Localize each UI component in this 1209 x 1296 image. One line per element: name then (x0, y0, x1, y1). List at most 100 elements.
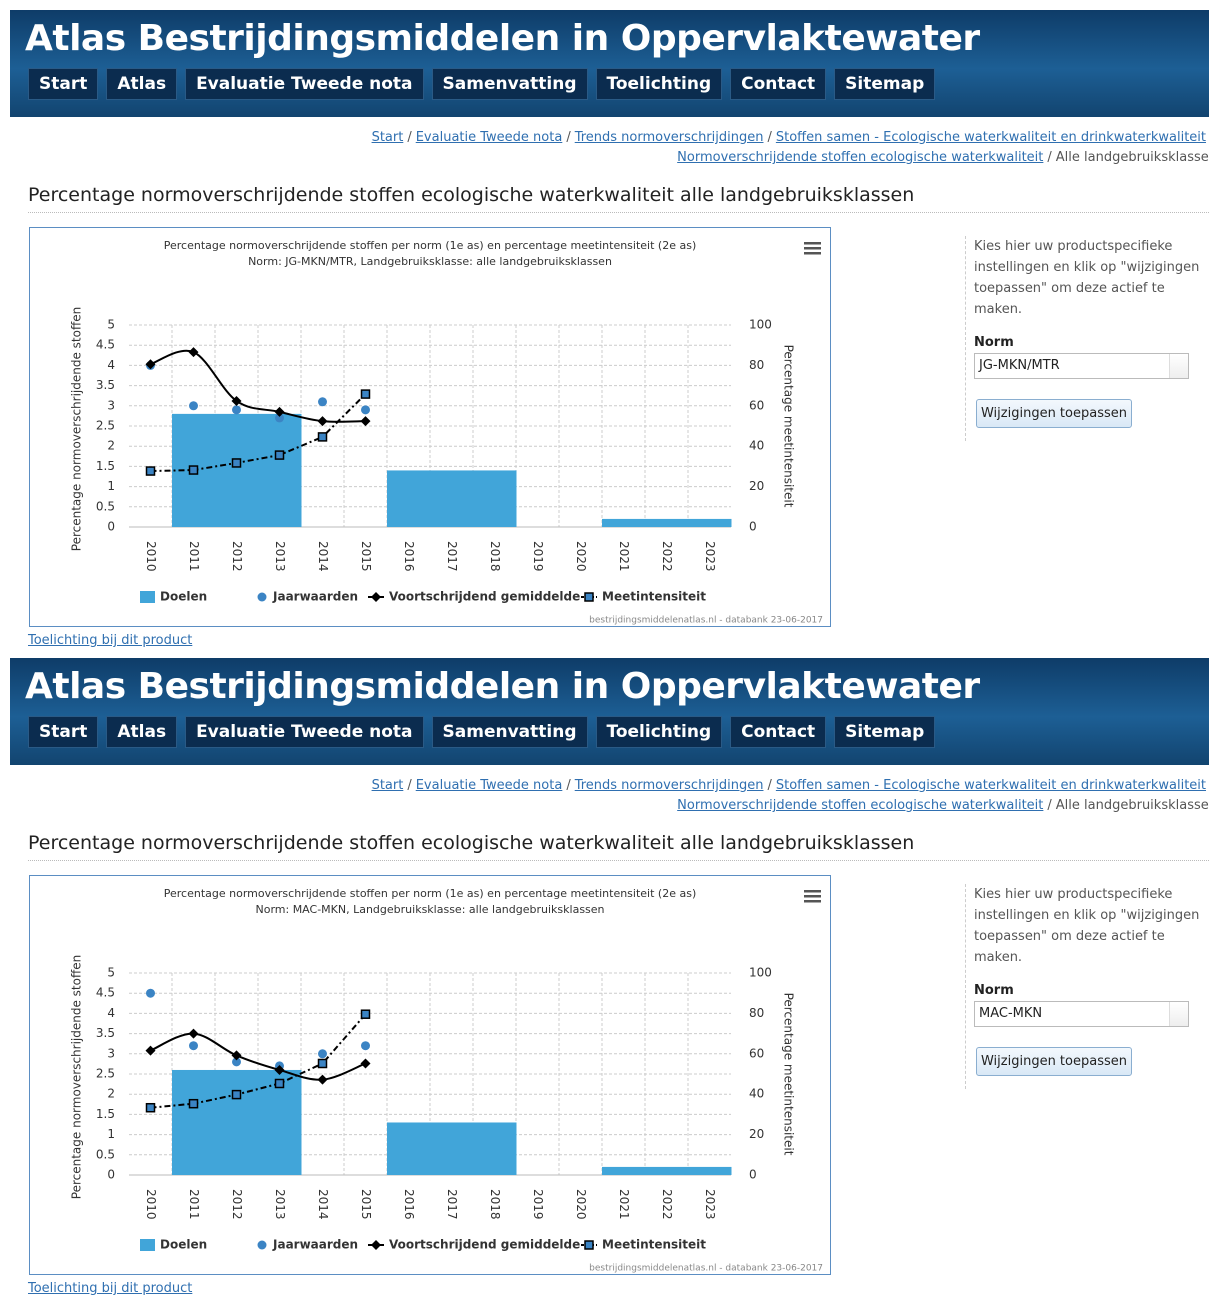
nav-item[interactable]: Sitemap (834, 68, 936, 100)
nav-item[interactable]: Sitemap (834, 716, 936, 748)
square-marker (231, 1089, 242, 1100)
y-tick-label: 2.5 (96, 1067, 115, 1081)
menu-bar (804, 242, 821, 245)
breadcrumb-line: Normoverschrijdende stoffen ecologische … (677, 150, 1209, 165)
apply-button[interactable]: Wijzigingen toepassen (976, 399, 1132, 428)
page-heading: Percentage normoverschrijdende stoffen e… (28, 184, 1209, 213)
diamond-marker (274, 1064, 285, 1075)
breadcrumb-link[interactable]: Evaluatie Tweede nota (415, 130, 563, 145)
legend-item[interactable]: Jaarwaarden (257, 590, 359, 604)
y-axis-title: Percentage normoverschrijdende stoffen (70, 307, 84, 551)
x-tick-label: 2010 (144, 541, 158, 572)
breadcrumb-link[interactable]: Normoverschrijdende stoffen ecologische … (677, 150, 1044, 165)
breadcrumb-line: Normoverschrijdende stoffen ecologische … (677, 798, 1209, 813)
y-tick-label: 5 (107, 966, 115, 980)
nav-item[interactable]: Contact (730, 68, 827, 100)
x-tick-label: 2019 (531, 541, 545, 572)
y-tick-label: 4 (107, 358, 115, 372)
breadcrumb-separator: / (767, 778, 772, 793)
legend-item[interactable]: Voortschrijdend gemiddelde (368, 590, 580, 604)
y-axis-title: Percentage normoverschrijdende stoffen (70, 955, 84, 1199)
legend-item[interactable]: Voortschrijdend gemiddelde (368, 1238, 580, 1252)
breadcrumb-current: Alle landgebruiksklassen (1055, 798, 1209, 813)
nav-item[interactable]: Evaluatie Tweede nota (185, 68, 424, 100)
bar (688, 1166, 732, 1175)
legend-label: Doelen (160, 1238, 207, 1252)
chart-menu-button[interactable] (804, 890, 821, 903)
y-tick-label: 0.5 (96, 499, 115, 513)
bar (602, 518, 646, 527)
y-tick-label: 1.5 (96, 1107, 115, 1121)
site-header: Atlas Bestrijdingsmiddelen in Oppervlakt… (10, 10, 1209, 117)
square-marker (317, 1058, 328, 1069)
x-tick-label: 2011 (187, 1189, 201, 1220)
nav-item[interactable]: Start (28, 716, 99, 748)
bar (430, 1122, 474, 1175)
x-tick-label: 2021 (617, 1189, 631, 1220)
breadcrumb-separator: / (1047, 150, 1052, 165)
bar (602, 1166, 646, 1175)
breadcrumb-separator: / (566, 778, 571, 793)
breadcrumb-link[interactable]: Evaluatie Tweede nota (415, 778, 563, 793)
nav-item[interactable]: Samenvatting (431, 68, 588, 100)
nav-item[interactable]: Toelichting (595, 68, 723, 100)
nav-bar: Start Atlas Evaluatie Tweede nota Samenvatt… (28, 68, 936, 100)
legend-item[interactable]: Doelen (140, 1238, 207, 1252)
diamond-marker (231, 395, 242, 406)
norm-select[interactable]: MAC-MKN (974, 1001, 1189, 1027)
bar (645, 518, 689, 527)
y-tick-label: 2 (107, 1087, 115, 1101)
nav-item[interactable]: Start (28, 68, 99, 100)
norm-select-value: MAC-MKN (979, 1006, 1043, 1021)
square-marker (188, 465, 199, 475)
y2-tick-label: 0 (749, 520, 757, 534)
norm-select[interactable]: JG-MKN/MTR (974, 353, 1189, 379)
legend-item[interactable]: Meetintensiteit (581, 1238, 706, 1252)
chart-menu-button[interactable] (804, 242, 821, 255)
nav-item[interactable]: Contact (730, 716, 827, 748)
site-title: Atlas Bestrijdingsmiddelen in Oppervlakt… (25, 18, 980, 59)
product-info-link[interactable]: Toelichting bij dit product (28, 1281, 193, 1296)
legend-item[interactable]: Doelen (140, 590, 207, 604)
y-tick-label: 0.5 (96, 1147, 115, 1161)
bar (172, 1069, 216, 1175)
breadcrumb-link[interactable]: Stoffen samen - Ecologische waterkwalite… (775, 778, 1206, 793)
apply-button[interactable]: Wijzigingen toepassen (976, 1047, 1132, 1076)
x-tick-label: 2013 (273, 1189, 287, 1220)
breadcrumb-link[interactable]: Start (371, 778, 404, 793)
y-tick-label: 4.5 (96, 338, 115, 352)
nav-item[interactable]: Evaluatie Tweede nota (185, 716, 424, 748)
breadcrumb-link[interactable]: Trends normoverschrijdingen (574, 130, 764, 145)
legend-swatch (140, 1239, 155, 1251)
breadcrumb-link[interactable]: Normoverschrijdende stoffen ecologische … (677, 798, 1044, 813)
legend-item[interactable]: Meetintensiteit (581, 590, 706, 604)
menu-bar (804, 252, 821, 255)
breadcrumb-link[interactable]: Trends normoverschrijdingen (574, 778, 764, 793)
breadcrumb-separator: / (767, 130, 772, 145)
nav-item[interactable]: Atlas (106, 716, 178, 748)
bar (215, 413, 259, 527)
x-tick-label: 2014 (316, 1189, 330, 1220)
product-info-link[interactable]: Toelichting bij dit product (28, 633, 193, 648)
dot (318, 397, 327, 407)
nav-item[interactable]: Atlas (106, 68, 178, 100)
square-marker (274, 450, 285, 460)
nav-bar: Start Atlas Evaluatie Tweede nota Samenvatt… (28, 716, 936, 748)
x-tick-label: 2022 (660, 1189, 674, 1220)
bar (387, 470, 431, 527)
norm-label: Norm (974, 335, 1014, 350)
legend-swatch (371, 1240, 381, 1250)
breadcrumb-link[interactable]: Start (371, 130, 404, 145)
diamond-marker (317, 416, 328, 427)
chart-title: Percentage normoverschrijdende stoffen p… (164, 887, 696, 900)
square-marker (145, 466, 156, 476)
y2-tick-label: 60 (749, 1046, 764, 1060)
nav-item[interactable]: Toelichting (595, 716, 723, 748)
x-tick-label: 2010 (144, 1189, 158, 1220)
legend-item[interactable]: Jaarwaarden (257, 1238, 359, 1252)
breadcrumb-link[interactable]: Stoffen samen - Ecologische waterkwalite… (775, 130, 1206, 145)
nav-item[interactable]: Samenvatting (431, 716, 588, 748)
x-tick-label: 2017 (445, 541, 459, 572)
dot (232, 1057, 241, 1067)
diamond-marker (274, 406, 285, 417)
